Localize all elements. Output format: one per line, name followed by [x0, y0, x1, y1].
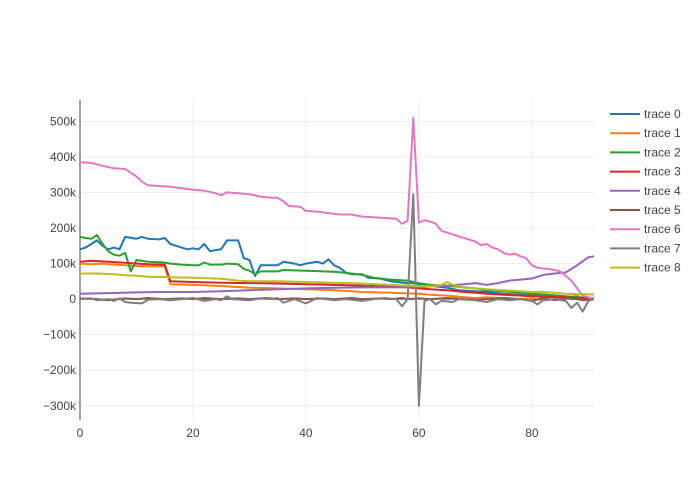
y-tick-label: 100k	[50, 257, 77, 271]
series-line-trace-4	[80, 255, 594, 295]
y-tick-label: −300k	[43, 399, 77, 413]
legend-label: trace 4	[644, 184, 681, 198]
legend-label: trace 0	[644, 107, 681, 121]
x-tick-label: 80	[525, 426, 539, 440]
series-line-trace-7	[80, 193, 594, 407]
series-line-trace-3	[80, 259, 594, 300]
legend-item-trace-8[interactable]: trace 8	[610, 261, 681, 275]
grid	[80, 100, 594, 420]
legend: trace 0 trace 1 trace 2 trace 3 trace 4 trace…	[610, 107, 681, 275]
legend-label: trace 1	[644, 126, 681, 140]
legend-label: trace 6	[644, 222, 681, 236]
legend-label: trace 2	[644, 145, 681, 159]
legend-label: trace 7	[644, 241, 681, 255]
y-tick-label: 200k	[50, 221, 77, 235]
y-tick-label: 500k	[50, 114, 77, 128]
x-tick-label: 0	[77, 426, 84, 440]
y-tick-label: −100k	[43, 328, 77, 342]
legend-item-trace-5[interactable]: trace 5	[610, 203, 681, 217]
legend-label: trace 3	[644, 165, 681, 179]
y-tick-label: −200k	[43, 363, 77, 377]
axes: −300k −200k −100k 0 100k 200k 300k 400k 500k 0 20 4…	[43, 100, 539, 440]
legend-item-trace-7[interactable]: trace 7	[610, 241, 681, 255]
y-tick-label: 300k	[50, 185, 77, 199]
legend-label: trace 5	[644, 203, 681, 217]
legend-item-trace-4[interactable]: trace 4	[610, 184, 681, 198]
legend-item-trace-3[interactable]: trace 3	[610, 165, 681, 179]
series-line-trace-0	[80, 235, 594, 300]
legend-item-trace-6[interactable]: trace 6	[610, 222, 681, 236]
x-tick-label: 40	[299, 426, 313, 440]
x-tick-label: 60	[412, 426, 426, 440]
legend-label: trace 8	[644, 261, 681, 275]
y-tick-label: 0	[69, 292, 76, 306]
x-tick-label: 20	[186, 426, 200, 440]
plot-area	[80, 116, 594, 407]
y-tick-label: 400k	[50, 150, 77, 164]
legend-item-trace-0[interactable]: trace 0	[610, 107, 681, 121]
series-line-trace-8	[80, 272, 594, 296]
legend-item-trace-1[interactable]: trace 1	[610, 126, 681, 140]
series-line-trace-6	[80, 116, 594, 300]
legend-item-trace-2[interactable]: trace 2	[610, 145, 681, 159]
